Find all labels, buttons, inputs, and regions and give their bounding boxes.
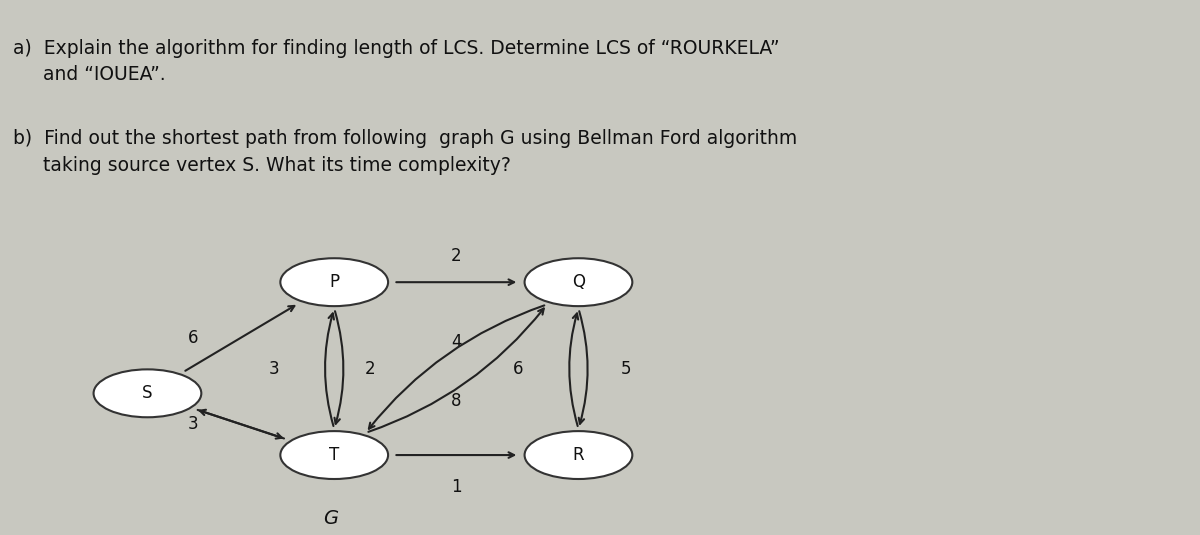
Text: b)  Find out the shortest path from following  graph G using Bellman Ford algori: b) Find out the shortest path from follo…	[13, 129, 798, 174]
Circle shape	[524, 431, 632, 479]
Circle shape	[94, 369, 202, 417]
Text: 6: 6	[187, 328, 198, 347]
Text: T: T	[329, 446, 340, 464]
Text: a)  Explain the algorithm for finding length of LCS. Determine LCS of “ROURKELA”: a) Explain the algorithm for finding len…	[13, 39, 780, 84]
Circle shape	[281, 431, 388, 479]
Text: 2: 2	[451, 247, 462, 265]
Text: R: R	[572, 446, 584, 464]
Text: 3: 3	[187, 415, 198, 433]
Text: P: P	[329, 273, 340, 291]
Text: 4: 4	[451, 333, 462, 351]
Text: 5: 5	[622, 360, 631, 378]
Text: 2: 2	[365, 360, 376, 378]
Text: 3: 3	[269, 360, 280, 378]
Text: Q: Q	[572, 273, 584, 291]
Text: 6: 6	[514, 360, 524, 378]
Circle shape	[281, 258, 388, 306]
Text: 8: 8	[451, 392, 462, 410]
Text: G: G	[323, 509, 338, 528]
Circle shape	[524, 258, 632, 306]
Text: 1: 1	[451, 478, 462, 496]
Text: S: S	[142, 384, 152, 402]
